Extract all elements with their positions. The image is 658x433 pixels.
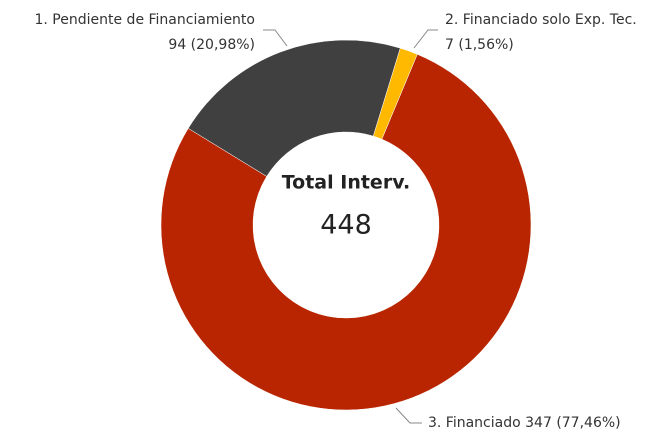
slice-value-label: 94 (20,98%) <box>168 37 255 53</box>
leader-line <box>413 29 438 49</box>
center-value: 448 <box>320 210 372 241</box>
donut-slice <box>372 47 418 140</box>
leader-line <box>263 29 288 47</box>
donut-slice <box>160 53 532 411</box>
slice-label: 3. Financiado <box>428 415 521 431</box>
slice-label: 1. Pendiente de Financiamiento <box>35 12 256 28</box>
donut-slice <box>187 39 401 177</box>
slice-label-group: 3. Financiado 347 (77,46%) <box>428 415 621 431</box>
leader-line <box>395 407 422 424</box>
slice-value-label: 7 (1,56%) <box>445 37 514 53</box>
slice-label: 2. Financiado solo Exp. Tec. <box>445 12 637 28</box>
center-title: Total Interv. <box>282 172 411 194</box>
slice-value-label: 347 (77,46%) <box>525 415 620 431</box>
